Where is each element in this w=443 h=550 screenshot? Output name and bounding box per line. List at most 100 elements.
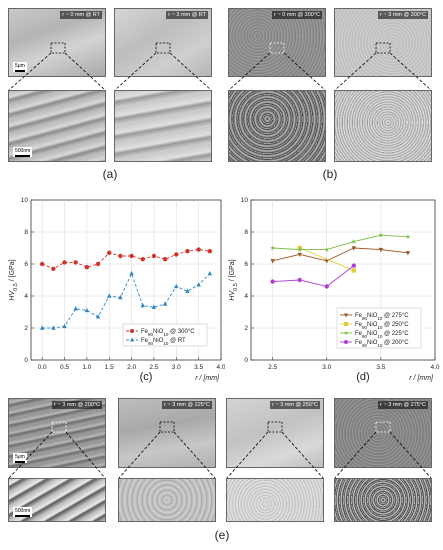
data-point (73, 306, 78, 311)
data-point (405, 251, 411, 256)
micrograph-a-top-right: r ~ 3 mm @ RT (114, 8, 212, 77)
micrograph-label: r ~ 0 mm @ RT (60, 11, 102, 19)
y-axis-label: HV0.5 / [GPa] (9, 259, 19, 300)
legend-swatch-marker (344, 313, 348, 318)
tick-label-x: 3.5 (376, 364, 385, 371)
data-point (297, 277, 302, 283)
data-point (140, 302, 145, 308)
y-axis-label: HV0.5 / [GPa] (229, 259, 239, 300)
tick-label-x: 1.5 (105, 364, 114, 371)
data-point (95, 314, 101, 319)
data-point (351, 238, 357, 244)
legend-box (122, 323, 208, 347)
data-point (351, 268, 357, 273)
micrograph-e-bottom-2 (118, 478, 216, 522)
data-point (118, 294, 123, 300)
panel-label: (d) (356, 371, 369, 383)
data-point (174, 252, 179, 257)
zoom-indicator-b (228, 42, 432, 91)
tick-label-y: 4 (24, 293, 28, 300)
x-axis-label: r / [mm] (195, 375, 220, 382)
legend-swatch-marker (130, 329, 134, 333)
tick-label-y: 0 (244, 357, 248, 364)
scale-bar: 500nm (13, 507, 33, 517)
data-point (270, 259, 275, 264)
legend-label: Fe90NiO10 @ 300°C (141, 329, 195, 337)
data-point (351, 263, 357, 268)
data-point (84, 307, 90, 313)
legend-swatch-marker (343, 330, 349, 335)
micrograph-e-bottom-4 (334, 478, 432, 522)
data-point (129, 253, 134, 259)
micrograph-a-top-left: r ~ 0 mm @ RT 5μm (8, 8, 106, 77)
micrograph-b-top-right: r ~ 3 mm @ 300°C (334, 8, 432, 77)
legend-label: Fe90NiO10 @ RT (141, 338, 186, 346)
legend-label: Fe90NiO10 @ 200°C (355, 340, 409, 348)
data-point (107, 293, 112, 298)
chart-c-hardness-vs-radius: 0 2 4 6 8 10 0.0 0.5 1.0 1.5 2.0 2.5 3.0 3.5 4.0 r / [m… (9, 197, 225, 383)
data-point (351, 246, 357, 251)
tick-label-x: 3.0 (322, 364, 331, 371)
micrograph-b-top-left: r ~ 0 mm @ 300°C (228, 8, 326, 77)
micrograph-label: r ~ 3 mm @ 250°C (270, 401, 320, 409)
tick-label-y: 10 (241, 197, 249, 204)
micrograph-e-bottom-1: 500nm (8, 478, 106, 522)
data-point (270, 245, 276, 251)
data-point (162, 301, 168, 306)
tick-label-y: 6 (24, 261, 28, 268)
series-line (272, 234, 408, 251)
data-point (185, 249, 190, 254)
data-point (62, 323, 67, 329)
data-point (324, 284, 329, 289)
micrograph-e-top-2: r ~ 3 mm @ 225°C (118, 398, 216, 468)
tick-label-x: 0.5 (60, 364, 69, 371)
data-point (378, 247, 384, 253)
micrograph-e-top-4: r ~ 3 mm @ 275°C (334, 398, 432, 468)
caption-b: (b) (322, 167, 338, 181)
legend-label: Fe90NiO10 @ 250°C (355, 322, 409, 330)
data-point (174, 283, 179, 289)
data-point (196, 247, 201, 252)
data-point (185, 288, 190, 293)
data-point (151, 253, 157, 259)
data-point (84, 265, 90, 270)
data-point (405, 234, 411, 239)
micrograph-e-top-1: r ~ 3 mm @ 200°C 5μm (8, 398, 106, 468)
micrograph-b-bottom-left (228, 90, 326, 162)
tick-label-x: 3.5 (194, 364, 203, 371)
tick-label-x: 2.5 (268, 364, 277, 371)
data-point (324, 259, 329, 264)
data-point (95, 261, 101, 267)
micrograph-label: r ~ 3 mm @ RT (166, 11, 208, 19)
data-point (297, 252, 302, 258)
legend-swatch-marker (344, 340, 348, 344)
data-point (107, 250, 112, 255)
zoom-indicator-e (8, 421, 432, 479)
micrograph-a-bottom-left: 500nm (8, 90, 106, 162)
data-point (151, 304, 157, 309)
tick-label-y: 0 (24, 357, 28, 364)
data-point (39, 325, 45, 330)
tick-label-y: 4 (244, 293, 248, 300)
tick-label-y: 2 (24, 325, 28, 332)
data-point (51, 266, 56, 271)
legend-label: Fe90NiO10 @ 225°C (355, 331, 409, 339)
data-point (140, 257, 145, 262)
tick-label-x: 0.0 (38, 364, 47, 371)
tick-label-x: 2.0 (127, 364, 136, 371)
tick-label-y: 8 (244, 229, 248, 236)
data-point (196, 282, 201, 287)
legend-swatch-marker (344, 322, 348, 326)
data-point (270, 279, 275, 284)
tick-label-y: 6 (244, 261, 248, 268)
x-axis-label: r / [mm] (409, 375, 434, 382)
scale-bar: 5μm (13, 453, 27, 463)
series-line (42, 249, 210, 270)
data-point (378, 232, 384, 238)
series-line (272, 265, 355, 287)
data-point (51, 325, 56, 330)
scale-bar: 5μm (13, 62, 27, 72)
tick-label-x: 4.0 (216, 364, 225, 371)
